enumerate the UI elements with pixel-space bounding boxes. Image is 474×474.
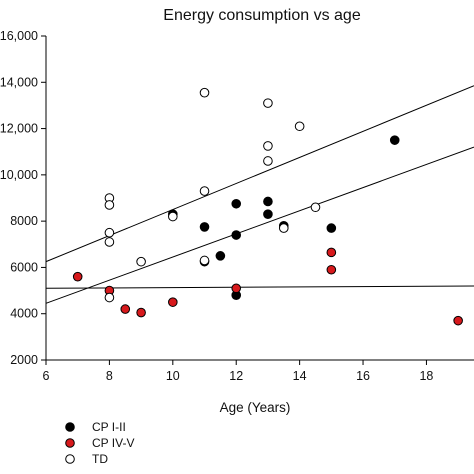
data-point: [326, 264, 337, 275]
y-tick-label: 2000: [10, 353, 38, 367]
y-tick-label: 10,000: [0, 168, 38, 182]
data-point: [389, 135, 400, 145]
regression-line: [45, 285, 474, 289]
y-axis-ticks: 2000 4000 6000 8000 10,000 12,000 14,000 16,000: [0, 29, 46, 367]
data-point: [278, 223, 289, 233]
data-point: [104, 237, 115, 247]
y-tick-label: 8000: [10, 214, 38, 228]
legend-marker: [65, 422, 75, 432]
x-tick-label: 14: [293, 369, 307, 383]
data-point: [199, 255, 210, 266]
x-axis-label: Age (Years): [220, 400, 291, 415]
data-point: [294, 121, 305, 132]
data-point: [263, 141, 273, 151]
x-tick-label: 6: [43, 369, 50, 383]
data-point: [72, 271, 83, 282]
data-point: [453, 315, 463, 326]
y-tick-label: 16,000: [0, 29, 38, 43]
x-tick-label: 10: [166, 369, 180, 383]
y-tick-label: 14,000: [0, 75, 38, 89]
trend-lines: [45, 85, 474, 304]
data-point: [231, 283, 242, 294]
x-axis-ticks: 6 8 10 12 14 16 18: [43, 360, 433, 383]
legend-marker: [65, 438, 75, 448]
legend-marker: [65, 454, 75, 464]
data-point: [231, 230, 242, 240]
data-point: [263, 209, 273, 219]
legend: CP I-II CP IV-V TD: [65, 420, 134, 466]
data-point: [263, 156, 273, 166]
data-point: [168, 297, 178, 307]
data-point: [263, 98, 273, 108]
data-point: [136, 307, 146, 318]
data-point: [263, 196, 273, 207]
data-point: [326, 247, 337, 258]
chart-title: Energy consumption vs age: [163, 7, 361, 24]
data-point: [136, 256, 146, 267]
y-tick-label: 4000: [10, 307, 38, 321]
data-point: [199, 186, 210, 196]
plot-frame: [45, 36, 474, 361]
regression-line: [45, 146, 474, 304]
data-points: [72, 87, 463, 326]
data-point: [215, 251, 226, 261]
x-tick-label: 12: [229, 369, 243, 383]
legend-label: CP I-II: [92, 420, 126, 434]
y-tick-label: 6000: [10, 260, 38, 274]
data-point: [104, 200, 115, 210]
regression-line: [45, 85, 474, 263]
data-point: [231, 198, 242, 209]
data-point: [104, 292, 115, 303]
data-point: [199, 222, 210, 232]
y-tick-label: 12,000: [0, 122, 38, 136]
x-tick-label: 8: [106, 369, 113, 383]
data-point: [168, 211, 178, 222]
legend-label: CP IV-V: [92, 436, 134, 450]
legend-label: TD: [92, 452, 108, 466]
data-point: [199, 87, 210, 98]
x-tick-label: 18: [419, 369, 433, 383]
data-point: [120, 304, 131, 314]
x-tick-label: 16: [356, 369, 370, 383]
data-point: [310, 202, 321, 213]
data-point: [326, 223, 337, 233]
data-point: [104, 227, 115, 238]
